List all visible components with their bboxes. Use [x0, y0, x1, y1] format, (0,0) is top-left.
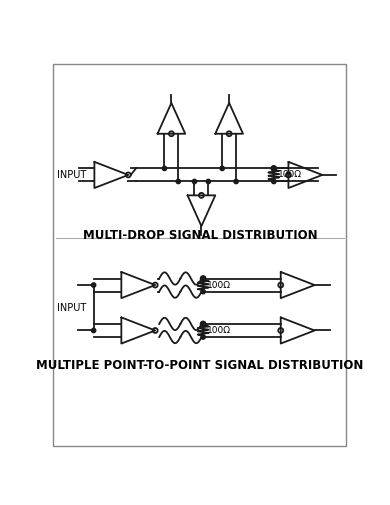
Circle shape	[92, 328, 96, 333]
Circle shape	[220, 166, 224, 171]
Text: MULTI-DROP SIGNAL DISTRIBUTION: MULTI-DROP SIGNAL DISTRIBUTION	[83, 229, 317, 242]
Text: 100Ω: 100Ω	[278, 171, 301, 179]
Circle shape	[176, 179, 181, 184]
Circle shape	[201, 335, 205, 339]
Circle shape	[201, 289, 205, 294]
Circle shape	[234, 179, 238, 184]
Text: 100Ω: 100Ω	[207, 326, 231, 335]
Circle shape	[201, 276, 205, 281]
Circle shape	[192, 179, 197, 184]
Circle shape	[162, 166, 167, 171]
Text: INPUT: INPUT	[57, 170, 87, 180]
Circle shape	[272, 179, 276, 184]
Circle shape	[201, 322, 205, 326]
Circle shape	[206, 179, 211, 184]
Text: 100Ω: 100Ω	[207, 281, 231, 289]
Circle shape	[92, 283, 96, 287]
Circle shape	[272, 166, 276, 171]
Text: INPUT: INPUT	[57, 303, 87, 313]
Text: MULTIPLE POINT-TO-POINT SIGNAL DISTRIBUTION: MULTIPLE POINT-TO-POINT SIGNAL DISTRIBUT…	[36, 359, 363, 372]
